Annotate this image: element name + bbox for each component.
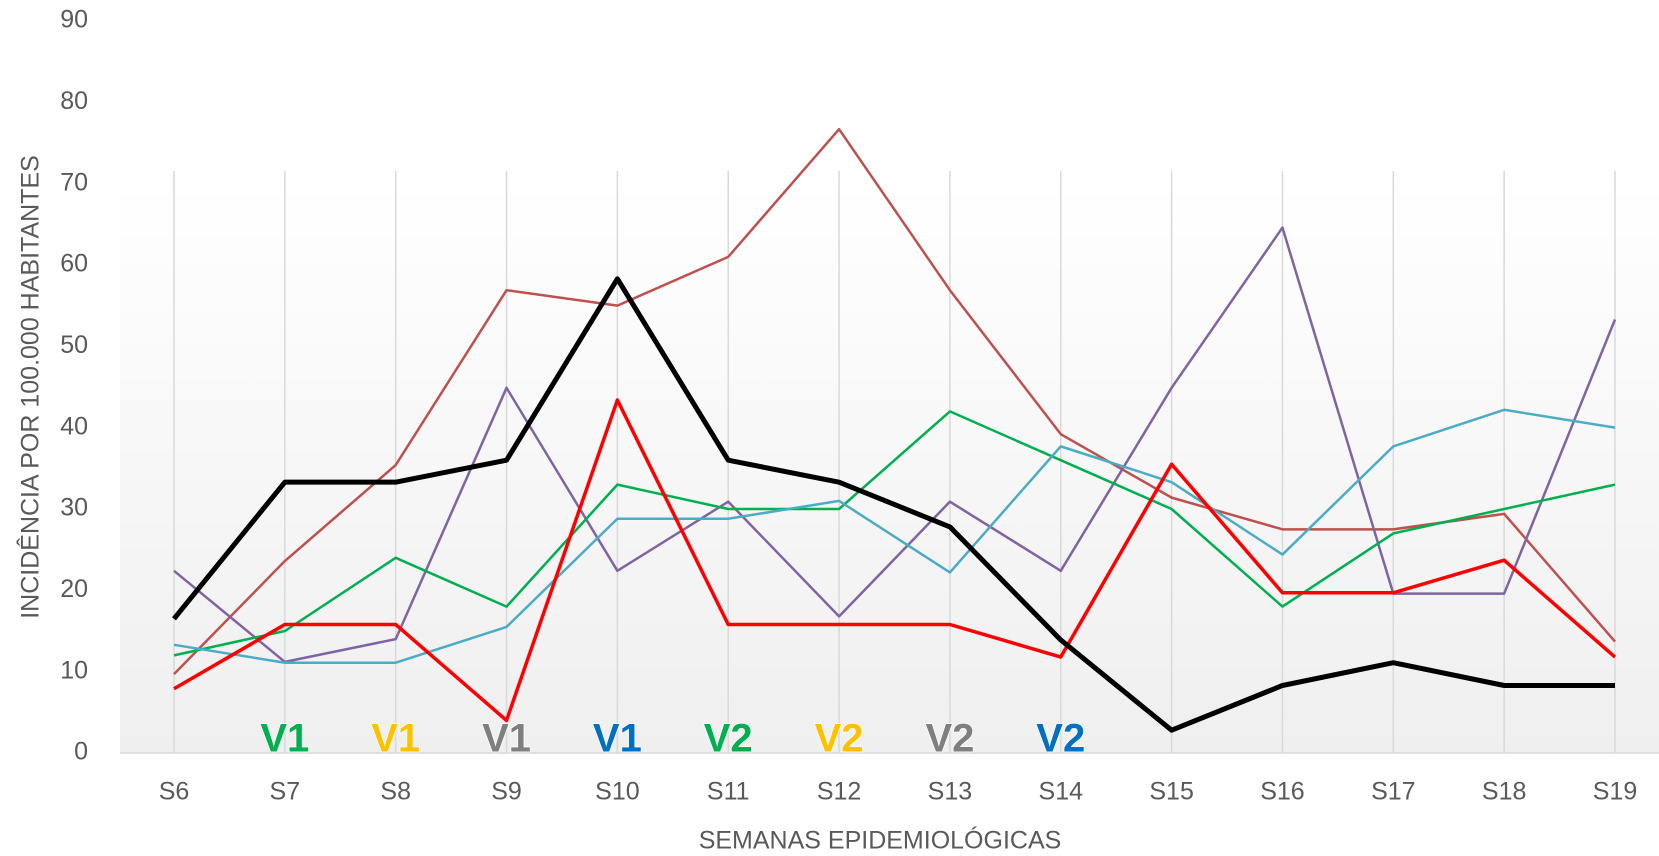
annotation: V1 <box>593 717 642 761</box>
annotation: V2 <box>704 717 753 761</box>
y-tick-label: 60 <box>60 250 88 278</box>
x-axis-title: SEMANAS EPIDEMIOLÓGICAS <box>699 826 1062 855</box>
y-tick-label: 50 <box>60 331 88 359</box>
y-tick-label: 10 <box>60 656 88 684</box>
y-tick-label: 0 <box>74 738 88 766</box>
annotation: V1 <box>371 717 420 761</box>
y-tick-label: 90 <box>60 6 88 34</box>
y-tick-label: 20 <box>60 575 88 603</box>
y-tick-label: 80 <box>60 87 88 115</box>
x-tick-label: S6 <box>159 778 190 806</box>
x-tick-label: S7 <box>270 778 301 806</box>
plot-background <box>120 180 1659 753</box>
series-line <box>172 276 1615 733</box>
y-tick-label: 70 <box>60 168 88 196</box>
series-line <box>173 408 1616 664</box>
x-tick-label: S11 <box>707 778 750 806</box>
y-tick-label: 40 <box>60 412 88 440</box>
x-tick-label: S10 <box>595 778 639 806</box>
x-tick-label: S19 <box>1593 778 1637 806</box>
y-axis-title: INCIDÊNCIA POR 100.000 HABITANTES <box>16 155 45 619</box>
annotation: V2 <box>925 717 974 761</box>
x-tick-label: S9 <box>491 778 522 806</box>
x-tick-label: S18 <box>1482 778 1526 806</box>
annotation: V1 <box>482 717 531 761</box>
series-line <box>173 410 1616 657</box>
series-line <box>173 226 1617 664</box>
x-tick-label: S16 <box>1260 778 1304 806</box>
y-tick-label: 30 <box>60 494 88 522</box>
annotation: V2 <box>815 717 864 761</box>
x-tick-label: S12 <box>817 778 861 806</box>
annotation: V2 <box>1036 717 1085 761</box>
x-tick-label: S13 <box>928 778 972 806</box>
x-tick-label: S17 <box>1371 778 1415 806</box>
x-tick-label: S15 <box>1149 778 1193 806</box>
x-tick-label: S14 <box>1039 778 1084 806</box>
annotation: V1 <box>260 717 309 761</box>
series-line <box>173 398 1617 723</box>
x-tick-label: S8 <box>380 778 411 806</box>
